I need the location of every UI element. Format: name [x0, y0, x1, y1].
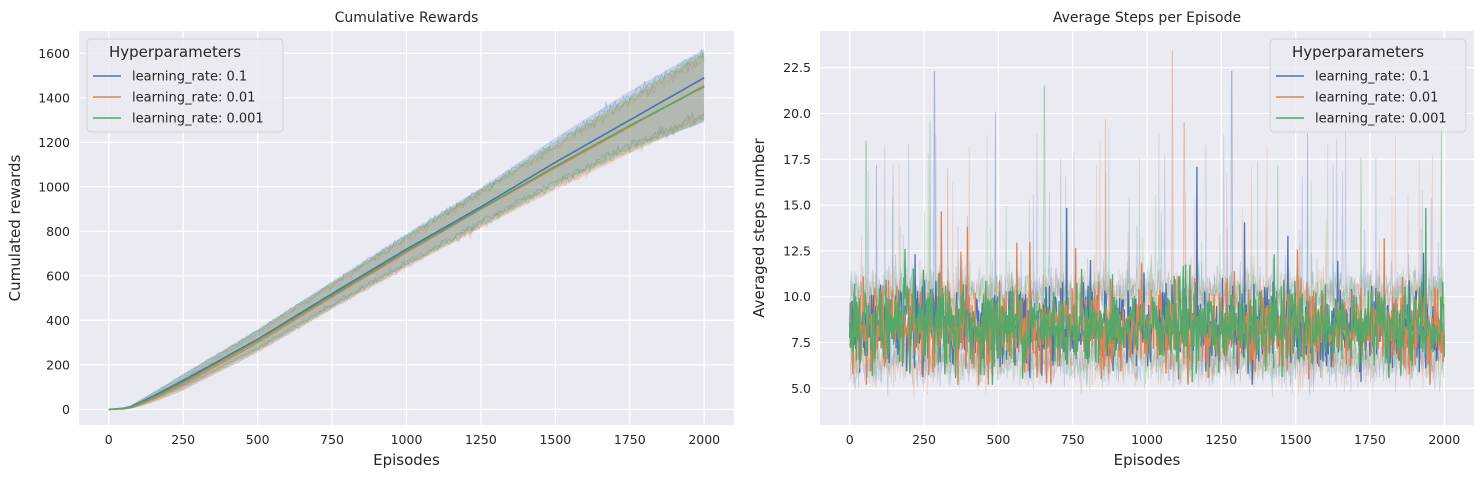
confidence-band [108, 48, 705, 410]
x-tick-label: 750 [320, 432, 344, 447]
y-tick-label: 22.5 [783, 60, 811, 75]
y-tick-label: 12.5 [783, 243, 811, 258]
x-tick-label: 2000 [688, 432, 720, 447]
x-tick-label: 250 [912, 432, 936, 447]
legend-entry: learning_rate: 0.001 [132, 112, 264, 127]
legend-entry: learning_rate: 0.1 [132, 70, 247, 85]
x-tick-label: 250 [171, 432, 195, 447]
legend-title: Hyperparameters [109, 43, 241, 61]
x-tick-label: 1250 [465, 432, 497, 447]
x-tick-label: 1500 [1280, 432, 1312, 447]
series-line [849, 207, 1445, 385]
chart-1: 0 250 500 750 1000 1250 1500 1750 2000 0 200 400 600… [6, 10, 734, 469]
x-axis-label: Episodes [373, 451, 440, 469]
x-tick-label: 1000 [391, 432, 423, 447]
run-trace [108, 52, 705, 410]
run-trace [108, 111, 705, 410]
legend: Hyperparameters learning_rate: 0.1 learnin… [1269, 38, 1467, 133]
y-tick-label: 600 [46, 268, 70, 283]
y-tick-label: 17.5 [783, 152, 811, 167]
chart-title: Average Steps per Episode [1053, 10, 1241, 26]
y-tick-label: 15.0 [783, 198, 811, 213]
legend-box [86, 38, 284, 133]
legend-entry: learning_rate: 0.01 [1315, 91, 1438, 106]
x-axis-label: Episodes [1114, 451, 1181, 469]
legend-box [1269, 38, 1467, 133]
legend-entry: learning_rate: 0.1 [1315, 70, 1430, 85]
series-line [108, 84, 705, 411]
y-tick-label: 1600 [38, 46, 70, 61]
run-trace [108, 115, 705, 410]
y-tick-label: 7.5 [791, 335, 811, 350]
x-tick-label: 1750 [614, 432, 646, 447]
run-trace [108, 56, 705, 410]
y-axis-label: Averaged steps number [750, 137, 768, 317]
legend-entry: learning_rate: 0.01 [132, 91, 255, 106]
x-tick-label: 0 [105, 432, 113, 447]
x-tick-label: 750 [1061, 432, 1085, 447]
legend-title: Hyperparameters [1292, 43, 1424, 61]
band-trace [849, 85, 1445, 330]
y-tick-label: 1400 [38, 90, 70, 105]
legend-entry: learning_rate: 0.001 [1315, 112, 1447, 127]
y-tick-label: 400 [46, 313, 70, 328]
y-tick-label: 200 [46, 357, 70, 372]
y-tick-label: 10.0 [783, 289, 811, 304]
x-tick-label: 2000 [1428, 432, 1460, 447]
run-trace [108, 109, 705, 410]
y-axis-label: Cumulated rewards [6, 155, 24, 302]
y-tick-label: 1000 [38, 179, 70, 194]
series-line [108, 85, 705, 411]
series-line [849, 211, 1445, 385]
x-tick-label: 0 [846, 432, 854, 447]
y-tick-label: 1200 [38, 135, 70, 150]
x-tick-label: 1250 [1205, 432, 1237, 447]
y-tick-label: 800 [46, 224, 70, 239]
y-tick-label: 20.0 [783, 106, 811, 121]
chart-title: Cumulative Rewards [335, 10, 479, 26]
x-tick-label: 1500 [539, 432, 571, 447]
legend: Hyperparameters learning_rate: 0.1 learnin… [86, 38, 284, 133]
y-tick-label: 5.0 [791, 381, 811, 396]
x-tick-label: 500 [246, 432, 270, 447]
series-line [108, 77, 705, 411]
x-tick-label: 1000 [1131, 432, 1163, 447]
run-trace [108, 48, 705, 410]
chart-2: 0 250 500 750 1000 1250 1500 1750 2000 5.0 7.5 10.0… [750, 10, 1474, 469]
x-tick-label: 1750 [1354, 432, 1386, 447]
y-tick-label: 0 [62, 402, 70, 417]
x-tick-label: 500 [986, 432, 1010, 447]
series-layer [849, 50, 1445, 399]
series-layer [108, 48, 705, 411]
